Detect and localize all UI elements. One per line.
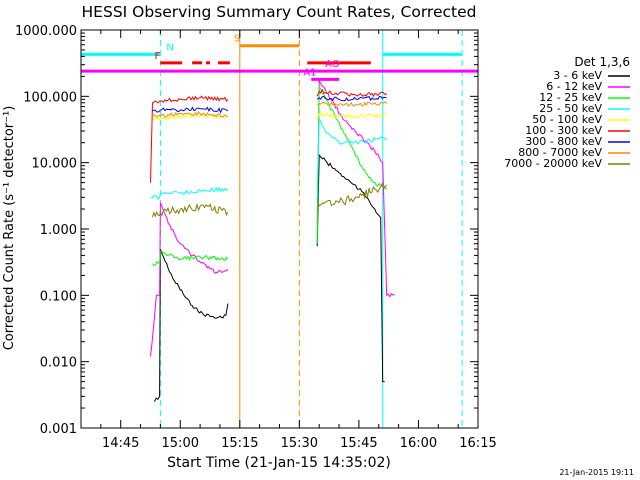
legend-label-3: 25 - 50 keV bbox=[539, 102, 602, 115]
x-tick-label-5: 16:00 bbox=[400, 436, 437, 451]
y-axis-label: Corrected Count Rate (s⁻¹ detector⁻¹) bbox=[2, 106, 17, 351]
x-tick-label-2: 15:15 bbox=[221, 436, 258, 451]
y-tick-label-4: 10.000 bbox=[32, 157, 78, 172]
series-line-8-segment-1 bbox=[316, 181, 387, 210]
legend-label-4: 50 - 100 keV bbox=[532, 113, 602, 126]
y-tick-label-1: 0.010 bbox=[40, 356, 77, 371]
flag-label-ao: AO bbox=[325, 59, 340, 70]
series-line-0-segment-0 bbox=[153, 248, 229, 402]
series-line-0-segment-1 bbox=[316, 153, 385, 383]
series-line-6-segment-0 bbox=[152, 106, 229, 114]
legend-label-8: 7000 - 20000 keV bbox=[504, 157, 602, 170]
legend-label-2: 12 - 25 keV bbox=[539, 91, 602, 104]
series-line-8-segment-0 bbox=[152, 202, 229, 218]
legend-header: Det 1,3,6 bbox=[574, 55, 630, 69]
series-line-3-segment-1 bbox=[316, 118, 388, 198]
series-line-6-segment-1 bbox=[316, 95, 387, 102]
series-line-5-segment-1 bbox=[316, 88, 388, 98]
series-line-2-segment-0 bbox=[152, 250, 229, 267]
chart-title: HESSI Observing Summary Count Rates, Cor… bbox=[82, 3, 477, 21]
series-line-4-segment-1 bbox=[316, 111, 388, 120]
x-axis-label: Start Time (21-Jan-15 14:35:02) bbox=[167, 455, 391, 471]
y-tick-label-0: 0.001 bbox=[40, 422, 77, 437]
flag-label-a1: A1 bbox=[303, 67, 316, 78]
x-tick-label-6: 16:15 bbox=[459, 436, 496, 451]
legend-label-6: 300 - 800 keV bbox=[525, 135, 602, 148]
y-tick-label-2: 0.100 bbox=[40, 289, 77, 304]
flag-label-f: F bbox=[154, 51, 160, 62]
series-line-5-segment-0 bbox=[150, 95, 229, 183]
series-line-7-segment-0 bbox=[152, 111, 228, 119]
legend-label-7: 800 - 7000 keV bbox=[518, 146, 602, 159]
legend-label-1: 6 - 12 keV bbox=[546, 80, 602, 93]
series-line-2-segment-1 bbox=[316, 84, 388, 244]
y-tick-label-5: 100.000 bbox=[23, 90, 77, 105]
x-tick-label-4: 15:45 bbox=[340, 436, 377, 451]
y-tick-label-3: 1.000 bbox=[40, 223, 77, 238]
footer-timestamp: 21-Jan-2015 19:11 bbox=[559, 468, 634, 477]
series-line-1-segment-0 bbox=[150, 202, 229, 357]
series-line-3-segment-0 bbox=[150, 186, 229, 201]
y-tick-label-6: 1000.000 bbox=[15, 24, 77, 39]
series-line-7-segment-1 bbox=[316, 100, 388, 107]
flag-label-n: N bbox=[166, 42, 173, 53]
x-tick-label-3: 15:30 bbox=[281, 436, 318, 451]
x-tick-label-0: 14:45 bbox=[102, 436, 139, 451]
legend-label-0: 3 - 6 keV bbox=[553, 69, 602, 82]
legend-label-5: 100 - 300 keV bbox=[525, 124, 602, 137]
flag-label-s: S bbox=[234, 34, 240, 45]
x-tick-label-1: 15:00 bbox=[162, 436, 199, 451]
